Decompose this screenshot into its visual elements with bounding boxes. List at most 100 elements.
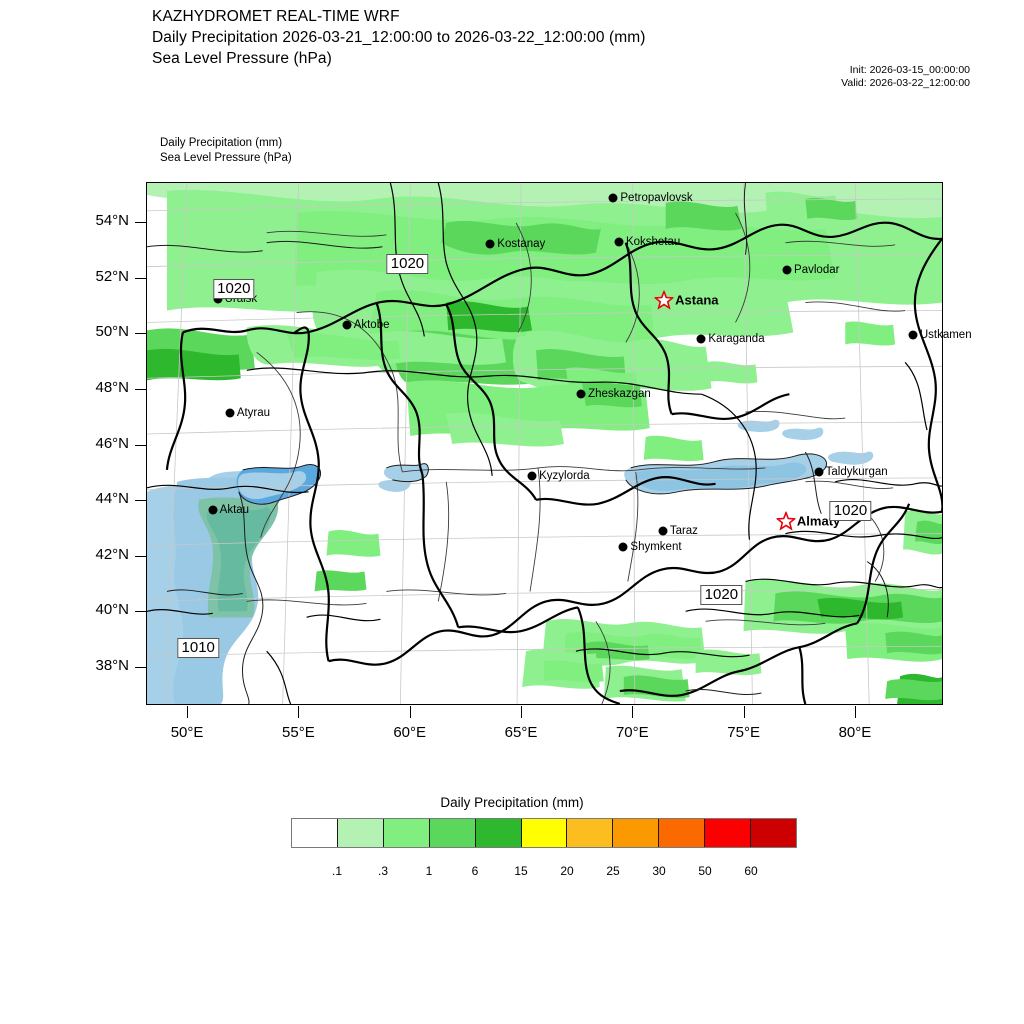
longitude-tick-mark xyxy=(298,706,300,718)
city-label: Ustkamen xyxy=(919,328,972,341)
city-dot-icon xyxy=(608,193,618,203)
longitude-tick-label: 50°E xyxy=(170,724,204,741)
colorbar-swatch xyxy=(613,819,660,847)
colorbar-swatch xyxy=(521,819,568,847)
latitude-tick-label: 42°N xyxy=(95,545,129,563)
longitude-tick-label: 70°E xyxy=(615,724,649,741)
country-borders xyxy=(167,223,942,704)
city-dot-icon xyxy=(908,330,918,340)
colorbar-tick-label: 60 xyxy=(744,864,758,878)
city-label: Taraz xyxy=(669,524,698,537)
latitude-tick-label: 54°N xyxy=(95,211,129,229)
colorbar-swatch xyxy=(751,819,796,847)
latitude-tick-mark xyxy=(135,611,147,613)
longitude-tick-mark xyxy=(187,706,189,718)
latitude-tick-mark xyxy=(135,500,147,502)
city-label: Shymkent xyxy=(630,540,682,553)
title-line-pressure: Sea Level Pressure (hPa) xyxy=(152,50,332,67)
latitude-tick-label: 38°N xyxy=(95,657,129,675)
longitude-tick-label: 75°E xyxy=(727,724,760,741)
longitude-tick-label: 55°E xyxy=(282,724,315,741)
city-dot-icon xyxy=(618,542,628,552)
colorbar-tick-label: 1 xyxy=(425,864,433,878)
city-label: Zheskazgan xyxy=(588,388,651,401)
city-dot-icon xyxy=(213,294,223,304)
city-dot-icon xyxy=(614,237,624,247)
coastlines xyxy=(147,183,888,704)
colorbar-swatches xyxy=(291,818,797,848)
city-label: Atyrau xyxy=(236,407,271,420)
city-label: Almaty xyxy=(796,513,841,529)
capital-star-icon xyxy=(654,290,674,310)
latitude-tick-label: 44°N xyxy=(95,490,129,508)
city-dot-icon xyxy=(225,408,235,418)
caption-precip: Daily Precipitation (mm) xyxy=(160,137,283,149)
colorbar-swatch xyxy=(337,819,384,847)
map-plot-area[interactable]: 38°N 40°N 42°N 44°N 46°N 48°N 50°N 52°N 54°N 50°… xyxy=(95,182,972,741)
colorbar-swatch xyxy=(292,819,338,847)
longitude-tick-mark xyxy=(743,706,745,718)
city-dot-icon xyxy=(208,505,218,515)
init-time: Init: 2026-03-15_00:00:00 xyxy=(849,64,970,76)
latitude-tick-mark xyxy=(135,333,147,335)
longitude-tick-label: 80°E xyxy=(838,724,872,741)
colorbar-swatch xyxy=(475,819,522,847)
colorbar-title: Daily Precipitation (mm) xyxy=(440,795,584,810)
valid-time: Valid: 2026-03-22_12:00:00 xyxy=(841,77,970,89)
city-label: Aktobe xyxy=(353,319,390,332)
city-label: Taldykurgan xyxy=(825,465,888,478)
city-label: Kyzylorda xyxy=(539,470,590,483)
latitude-tick-mark xyxy=(135,667,147,669)
city-label: Pavlodar xyxy=(794,263,840,276)
city-label: Karaganda xyxy=(708,332,765,345)
city-dot-icon xyxy=(485,239,495,249)
latitude-tick-mark xyxy=(135,388,147,390)
isobar-value-label: 1020 xyxy=(829,501,872,522)
colorbar-tick-label: 6 xyxy=(471,864,479,878)
latitude-tick-mark xyxy=(135,555,147,557)
latitude-tick-label: 40°N xyxy=(95,601,129,619)
colorbar-tick-label: 15 xyxy=(514,864,528,878)
pressure-label-layer: 1020 1020 1020 1020 1010 xyxy=(147,183,942,704)
colorbar-tick-label: .1 xyxy=(331,864,343,878)
colorbar-tick-label: 20 xyxy=(560,864,574,878)
title-block: KAZHYDROMET REAL-TIME WRF Daily Precipit… xyxy=(152,6,1012,69)
isobar-value-label: 1020 xyxy=(700,584,743,605)
graticule xyxy=(147,183,942,704)
latitude-tick-label: 50°N xyxy=(95,323,129,341)
colorbar-tick-label: .3 xyxy=(377,864,389,878)
city-dot-icon xyxy=(342,320,352,330)
colorbar-tick-labels: .1 .3 1 6 15 20 25 30 50 60 xyxy=(291,864,797,882)
city-label: Kostanay xyxy=(497,237,546,250)
longitude-tick-mark xyxy=(409,706,411,718)
isobar-value-label: 1020 xyxy=(213,278,255,299)
colorbar-swatch xyxy=(383,819,430,847)
admin-borders xyxy=(247,213,905,704)
city-dot-icon xyxy=(814,467,824,477)
city-dot-icon xyxy=(658,526,668,536)
city-label: Kokshetau xyxy=(625,235,681,248)
colorbar-swatch xyxy=(705,819,752,847)
isobar-value-label: 1010 xyxy=(177,637,219,658)
title-line-precip: Daily Precipitation 2026-03-21_12:00:00 … xyxy=(152,29,646,46)
init-valid-block: Init: 2026-03-15_00:00:00 Valid: 2026-03… xyxy=(770,64,970,90)
latitude-tick-mark xyxy=(135,444,147,446)
capital-star-icon xyxy=(776,511,796,531)
longitude-tick-mark xyxy=(854,706,856,718)
colorbar-swatch xyxy=(567,819,614,847)
title-line-product: KAZHYDROMET REAL-TIME WRF xyxy=(152,8,400,25)
map-canvas xyxy=(147,183,942,704)
city-dot-icon xyxy=(782,265,792,275)
city-label: Aktau xyxy=(219,503,250,516)
colorbar[interactable] xyxy=(291,818,797,848)
latitude-tick-mark xyxy=(135,221,147,223)
colorbar-tick-label: 30 xyxy=(652,864,666,878)
city-label: Astana xyxy=(675,292,719,308)
isobar-contours xyxy=(147,183,942,704)
city-label: Petropavlovsk xyxy=(620,191,693,204)
colorbar-tick-label: 50 xyxy=(698,864,712,878)
precipitation-shading xyxy=(147,183,942,704)
longitude-tick-mark xyxy=(521,706,522,718)
field-caption: Daily Precipitation (mm) Sea Level Press… xyxy=(160,136,292,165)
latitude-tick-label: 46°N xyxy=(95,434,129,452)
